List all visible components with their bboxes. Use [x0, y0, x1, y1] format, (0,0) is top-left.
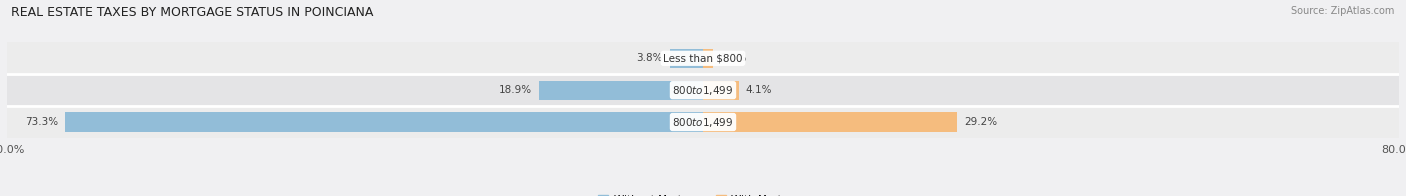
Text: $800 to $1,499: $800 to $1,499	[672, 115, 734, 129]
Text: Less than $800: Less than $800	[664, 53, 742, 63]
Bar	[669, 49, 703, 68]
Bar	[703, 81, 738, 100]
Text: 18.9%: 18.9%	[499, 85, 531, 95]
Text: 1.2%: 1.2%	[720, 53, 747, 63]
Text: 73.3%: 73.3%	[25, 117, 59, 127]
Text: $800 to $1,499: $800 to $1,499	[672, 84, 734, 97]
Text: 3.8%: 3.8%	[637, 53, 664, 63]
Text: REAL ESTATE TAXES BY MORTGAGE STATUS IN POINCIANA: REAL ESTATE TAXES BY MORTGAGE STATUS IN …	[11, 6, 374, 19]
Text: 29.2%: 29.2%	[965, 117, 997, 127]
Bar	[538, 81, 703, 100]
Bar	[65, 113, 703, 132]
Bar	[7, 74, 1399, 106]
Bar	[7, 42, 1399, 74]
Legend: Without Mortgage, With Mortgage: Without Mortgage, With Mortgage	[593, 191, 813, 196]
Text: Source: ZipAtlas.com: Source: ZipAtlas.com	[1291, 6, 1395, 16]
Bar	[7, 106, 1399, 138]
Text: 4.1%: 4.1%	[745, 85, 772, 95]
Bar	[703, 49, 713, 68]
Bar	[703, 113, 957, 132]
